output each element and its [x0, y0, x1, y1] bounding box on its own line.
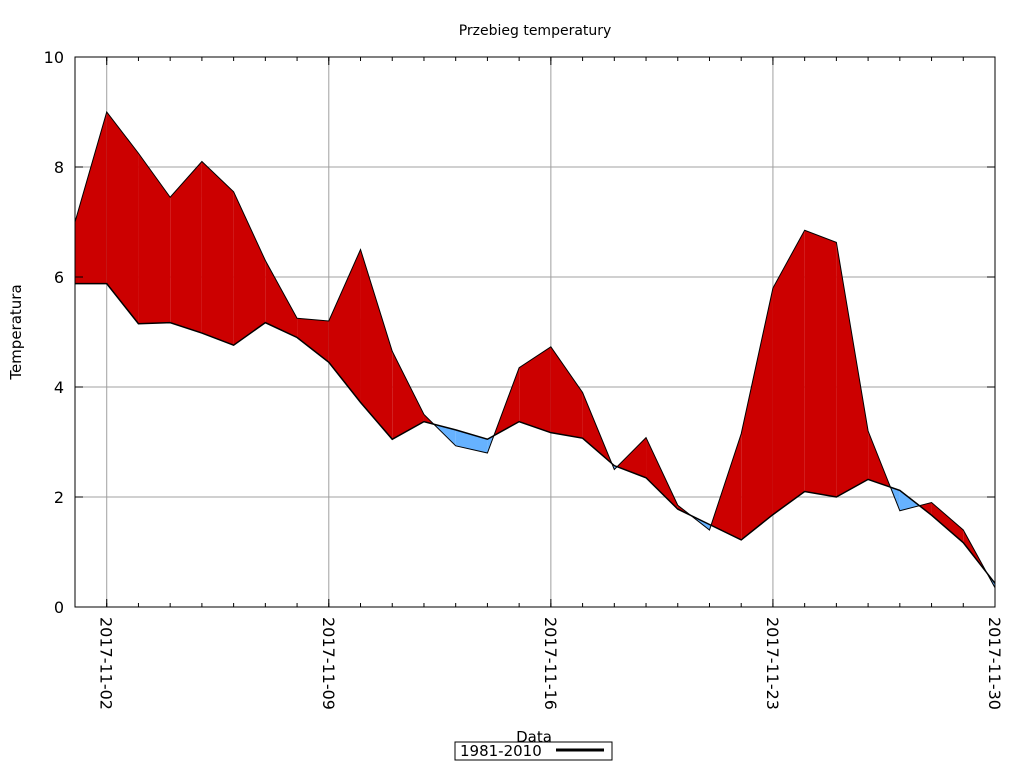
y-tick-label: 2 [54, 488, 64, 507]
x-tick-label: 2017-11-16 [541, 617, 560, 710]
x-tick-label: 2017-11-09 [319, 617, 338, 710]
difference-segment [106, 112, 139, 324]
y-tick-label: 0 [54, 598, 64, 617]
difference-fill [75, 112, 995, 588]
y-tick-label: 4 [54, 378, 64, 397]
difference-segment [899, 490, 920, 511]
difference-segment [741, 288, 773, 540]
series-line-1981-2010 [75, 282, 996, 584]
x-tick-label: 2017-11-30 [985, 617, 1004, 710]
legend-box [454, 741, 613, 761]
difference-segment [931, 502, 964, 543]
difference-segment [170, 161, 202, 334]
difference-segment [201, 161, 234, 346]
y-tick-label: 6 [54, 268, 64, 287]
difference-segment [265, 260, 298, 338]
difference-segment [297, 318, 329, 363]
legend-label: 1981-2010 [460, 742, 542, 760]
chart-title: Przebieg temperatury [459, 23, 612, 39]
x-tick-label: 2017-11-23 [763, 617, 782, 710]
y-tick-label: 10 [44, 48, 64, 67]
y-axis-label: Temperatura [7, 284, 25, 380]
difference-segment [75, 112, 107, 284]
difference-segment [233, 191, 266, 346]
x-tick-label: 2017-11-02 [97, 617, 116, 710]
difference-segment [711, 433, 742, 540]
series-lines [74, 110, 996, 588]
difference-segment [328, 249, 361, 403]
difference-segment [772, 230, 805, 515]
difference-segment [617, 437, 647, 478]
legend: 1981-2010 [454, 741, 613, 761]
difference-segment [360, 249, 393, 440]
series-line-2017 [74, 110, 996, 588]
difference-segment [836, 242, 869, 497]
y-tick-label: 8 [54, 158, 64, 177]
axis-ticks: 0 2 4 6 8 10 2017-11-02 2017-11-09 2017-11-16 201… [44, 48, 1004, 710]
difference-segment [519, 346, 551, 433]
plot-border [74, 56, 996, 608]
difference-segment [138, 153, 171, 324]
difference-segment [804, 230, 837, 497]
difference-segment [550, 346, 583, 439]
difference-segment [392, 351, 424, 440]
